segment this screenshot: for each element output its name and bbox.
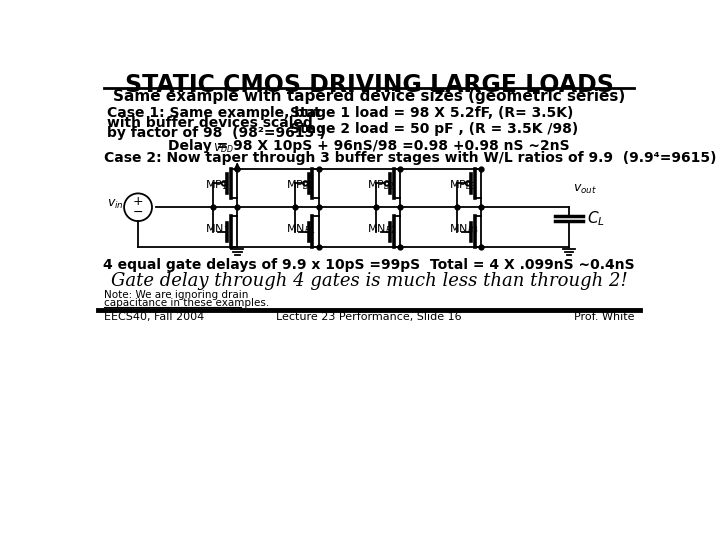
Text: Stage 1 load = 98 X 5.2fF, (R= 3.5K): Stage 1 load = 98 X 5.2fF, (R= 3.5K) [290,106,573,120]
Text: $v_{out}$: $v_{out}$ [573,184,597,197]
Text: Case 2: Now taper through 3 buffer stages with W/L ratios of 9.9  (9.9⁴=9615): Case 2: Now taper through 3 buffer stage… [104,151,716,165]
Text: MN$_{B3}$: MN$_{B3}$ [449,222,479,237]
Text: Delay = 98 X 10pS + 96nS/98 =0.98 +0.98 nS ~2nS: Delay = 98 X 10pS + 96nS/98 =0.98 +0.98 … [168,139,570,153]
Text: −: − [132,206,143,219]
Text: $C_L$: $C_L$ [587,210,605,228]
Text: MN$_1$: MN$_1$ [204,222,229,237]
Text: MN$_{B1}$: MN$_{B1}$ [286,222,315,237]
Text: Case 1: Same example, but: Case 1: Same example, but [107,106,320,120]
Text: MP$_{B1}$: MP$_{B1}$ [286,178,314,192]
Text: 4 equal gate delays of 9.9 x 10pS =99pS  Total = 4 X .099nS ~0.4nS: 4 equal gate delays of 9.9 x 10pS =99pS … [103,258,635,272]
Text: Same example with tapered device sizes (geometric series): Same example with tapered device sizes (… [113,90,625,104]
Text: by factor of 98  (98²=9615 ): by factor of 98 (98²=9615 ) [107,126,325,140]
Text: Lecture 23 Performance, Slide 16: Lecture 23 Performance, Slide 16 [276,312,462,322]
Text: capacitance in these examples.: capacitance in these examples. [104,298,269,308]
Text: MP$_{B2}$: MP$_{B2}$ [367,178,395,192]
Text: MP$_1$: MP$_1$ [204,178,228,192]
Text: with buffer devices scaled: with buffer devices scaled [107,117,312,130]
Text: $v_{in}$: $v_{in}$ [107,198,124,211]
Text: STATIC CMOS DRIVING LARGE LOADS: STATIC CMOS DRIVING LARGE LOADS [125,72,613,97]
Text: +: + [132,195,143,208]
Text: Stage 2 load = 50 pF , (R = 3.5K /98): Stage 2 load = 50 pF , (R = 3.5K /98) [290,122,578,136]
Text: MN$_{B2}$: MN$_{B2}$ [367,222,397,237]
Text: Note: We are ignoring drain: Note: We are ignoring drain [104,289,248,300]
Text: EECS40, Fall 2004: EECS40, Fall 2004 [104,312,204,322]
Text: Gate delay through 4 gates is much less than through 2!: Gate delay through 4 gates is much less … [111,272,627,290]
Text: $V_{DD}$: $V_{DD}$ [213,141,234,155]
Text: Prof. White: Prof. White [574,312,634,322]
Text: MP$_{B3}$: MP$_{B3}$ [449,178,477,192]
